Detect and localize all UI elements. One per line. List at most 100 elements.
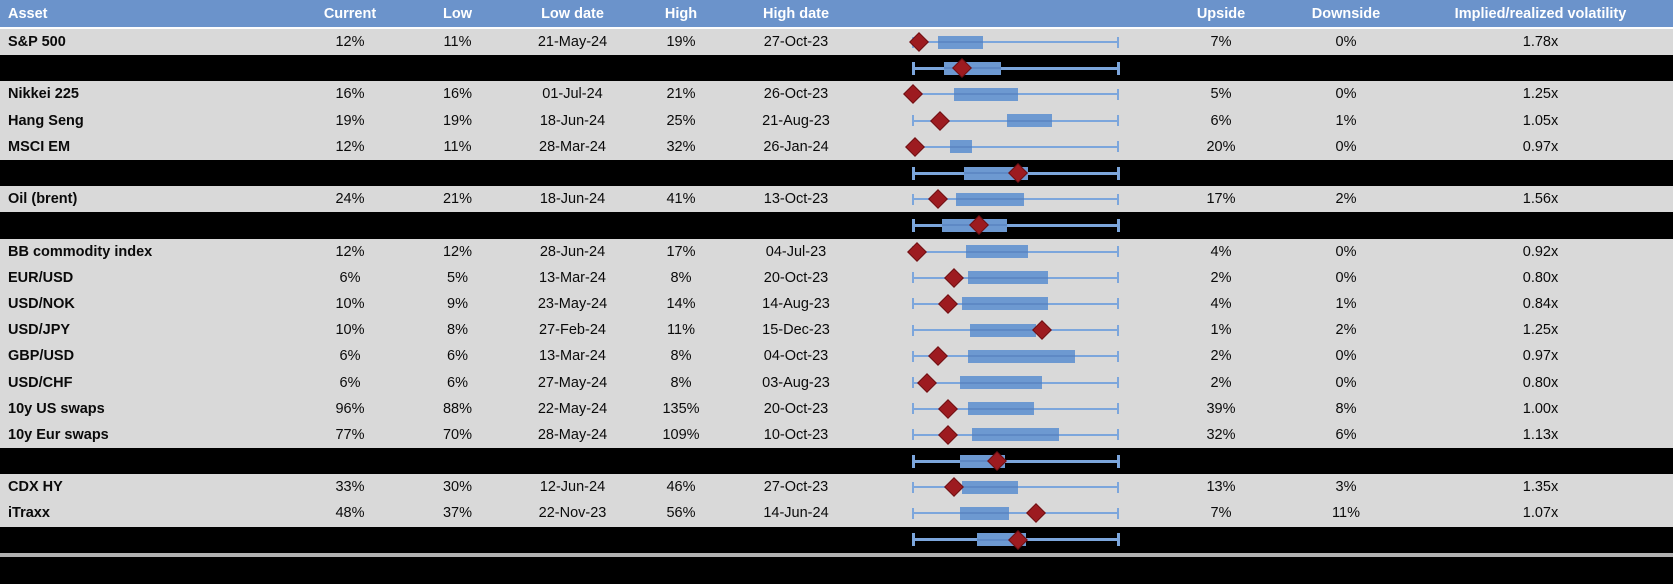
cell-upside: 6% (1210, 112, 1232, 129)
cell-high-date: 27-Oct-23 (763, 34, 829, 51)
cell-low: 6% (447, 374, 468, 391)
cell-downside: 0% (1335, 374, 1357, 391)
cell-current: 77% (335, 426, 365, 443)
cell-implied-realized: 1.13x (1522, 426, 1559, 443)
whisker-cap-right-icon (1117, 507, 1119, 519)
current-level-diamond-icon (927, 189, 948, 210)
whisker-cap-left-icon (912, 298, 914, 310)
range-box-midline (966, 250, 1028, 253)
cell-upside (1140, 212, 1302, 238)
cell-low (410, 160, 505, 186)
cell-low-date: 28-Jun-24 (539, 243, 606, 260)
whisker-cap-left-icon (912, 218, 915, 232)
cell-downside: 2% (1335, 322, 1357, 339)
bottom-divider-line (0, 552, 1673, 557)
cell-low: 12% (442, 243, 473, 260)
cell-low-date: 18-Jun-24 (539, 191, 606, 208)
cell-range (870, 500, 1140, 526)
cell-implied-realized: 0.92x (1522, 243, 1559, 260)
range-box-midline (972, 433, 1059, 436)
cell-implied-realized (1390, 448, 1673, 474)
table-row: USD/CHF 6% 6% 27-May-24 8% 03-Aug-23 2% 0% 0.80x (0, 369, 1673, 396)
cell-upside: 7% (1210, 34, 1232, 51)
range-box-midline (976, 538, 1026, 541)
cell-high: 14% (666, 295, 696, 312)
cell-high: 17% (666, 243, 696, 260)
cell-high-date: 14-Aug-23 (762, 295, 830, 312)
cell-downside (1302, 527, 1390, 553)
separator-row (0, 448, 1673, 475)
header-cell-upside: Upside (1196, 5, 1246, 22)
cell-current: 12% (335, 243, 365, 260)
whisker-cap-right-icon (1117, 36, 1119, 48)
current-level-diamond-icon (909, 32, 930, 52)
cell-low: 88% (442, 400, 473, 417)
cell-low: 8% (447, 322, 468, 339)
whisker-cap-right-icon (1117, 350, 1119, 362)
cell-high-date: 15-Dec-23 (762, 322, 830, 339)
cell-high: 32% (666, 138, 696, 155)
cell-current: 6% (339, 348, 361, 365)
cell-range (870, 55, 1140, 81)
cell-downside: 0% (1335, 86, 1357, 103)
range-box-midline (968, 276, 1049, 279)
whisker-cap-left-icon (912, 481, 914, 493)
bottom-black-strip (0, 556, 1673, 584)
cell-high-date (722, 212, 870, 238)
current-level-diamond-icon (937, 425, 958, 445)
whisker-cap-left-icon (912, 350, 914, 362)
cell-range (870, 448, 1140, 474)
cell-downside: 3% (1335, 479, 1357, 496)
cell-current: 96% (335, 400, 365, 417)
cell-range (870, 29, 1140, 55)
cell-upside: 13% (1206, 479, 1236, 496)
cell-low-date: 22-May-24 (537, 400, 608, 417)
cell-implied-realized: 1.07x (1522, 505, 1559, 522)
cell-upside: 2% (1210, 374, 1232, 391)
separator-row (0, 526, 1673, 553)
cell-range (870, 396, 1140, 422)
whisker-cap-left-icon (912, 324, 914, 336)
cell-low: 5% (447, 269, 468, 286)
cell-upside: 4% (1210, 295, 1232, 312)
cell-range (870, 291, 1140, 317)
cell-low: 11% (443, 138, 472, 155)
table-row: GBP/USD 6% 6% 13-Mar-24 8% 04-Oct-23 2% 0% 0.97x (0, 343, 1673, 370)
cell-high-date (722, 448, 870, 474)
cell-low: 70% (442, 426, 473, 443)
cell-asset: CDX HY (8, 479, 63, 496)
table-header-row: Asset Current Low Low date High High dat… (0, 0, 1673, 29)
cell-asset: 10y US swaps (8, 400, 105, 417)
cell-low: 6% (447, 348, 468, 365)
range-box-midline (962, 302, 1049, 305)
cell-range (870, 134, 1140, 160)
whisker-cap-right-icon (1117, 429, 1119, 441)
range-box-midline (956, 198, 1024, 201)
table-row: 10y Eur swaps 77% 70% 28-May-24 109% 10-Oct-2… (0, 421, 1673, 448)
whisker-cap-right-icon (1117, 403, 1119, 415)
range-box-midline (960, 512, 1010, 515)
cell-upside (1140, 160, 1302, 186)
cell-high-date: 03-Aug-23 (762, 374, 830, 391)
cell-asset (0, 448, 290, 474)
cell-low: 21% (442, 191, 473, 208)
whisker-cap-left-icon (912, 272, 914, 284)
range-box-midline (970, 329, 1036, 332)
cell-downside: 6% (1335, 426, 1357, 443)
table-row: iTraxx 48% 37% 22-Nov-23 56% 14-Jun-24 7% 11% 1.… (0, 500, 1673, 527)
cell-high: 8% (670, 348, 692, 365)
cell-current: 10% (335, 322, 365, 339)
cell-downside: 0% (1335, 348, 1357, 365)
cell-current: 24% (335, 191, 365, 208)
cell-low-date: 27-Feb-24 (539, 322, 606, 339)
whisker-cap-right-icon (1117, 166, 1120, 180)
cell-current (290, 160, 410, 186)
cell-downside: 2% (1335, 191, 1357, 208)
whisker-cap-right-icon (1117, 61, 1120, 75)
cell-range (870, 369, 1140, 395)
current-level-diamond-icon (944, 477, 964, 498)
table-row: 10y US swaps 96% 88% 22-May-24 135% 20-Oct-23… (0, 395, 1673, 422)
cell-upside: 5% (1210, 86, 1232, 103)
current-level-diamond-icon (937, 294, 958, 314)
